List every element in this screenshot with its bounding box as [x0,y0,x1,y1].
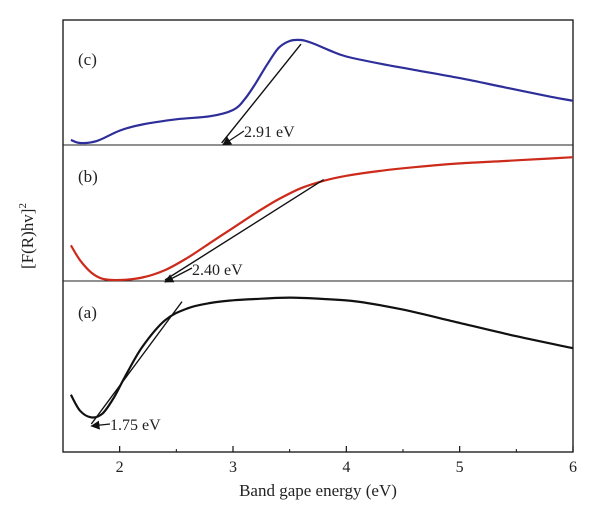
x-ticks: 2 3 4 5 6 [62,446,577,476]
tangent-line-c [221,43,302,144]
y-axis-label: [F(R)hv]2 [17,203,37,269]
series-line-c-0 [70,38,574,145]
annotation-a: 1.75 eV [110,417,161,434]
x-tick-label-4: 4 [342,459,350,476]
annotation-c: 2.91 eV [244,124,295,141]
tangent-line-a [90,301,183,425]
x-tick-label-3: 3 [229,459,237,476]
series-layer [69,38,574,430]
annotation-arrow-a [90,420,111,430]
y-axis-label-main: [F(R)hv] [18,209,37,269]
y-axis-label-exponent: 2 [17,203,29,209]
x-tick-label-5: 5 [456,459,464,476]
x-tick-label-2: 2 [116,459,124,476]
panel-label-b: (b) [78,167,98,186]
plot-frame [62,19,574,453]
annotation-arrow-c [222,130,245,146]
panel-label-c: (c) [78,50,97,69]
panel-label-a: (a) [78,303,97,322]
annotation-b: 2.40 eV [192,262,243,279]
series-line-b-0 [69,156,574,282]
annotation-arrow-b [164,267,193,283]
tangent-line-b [164,178,325,281]
series-line-a-0 [69,296,574,419]
x-axis-label: Band gape energy (eV) [239,481,397,500]
x-tick-label-6: 6 [569,459,577,476]
